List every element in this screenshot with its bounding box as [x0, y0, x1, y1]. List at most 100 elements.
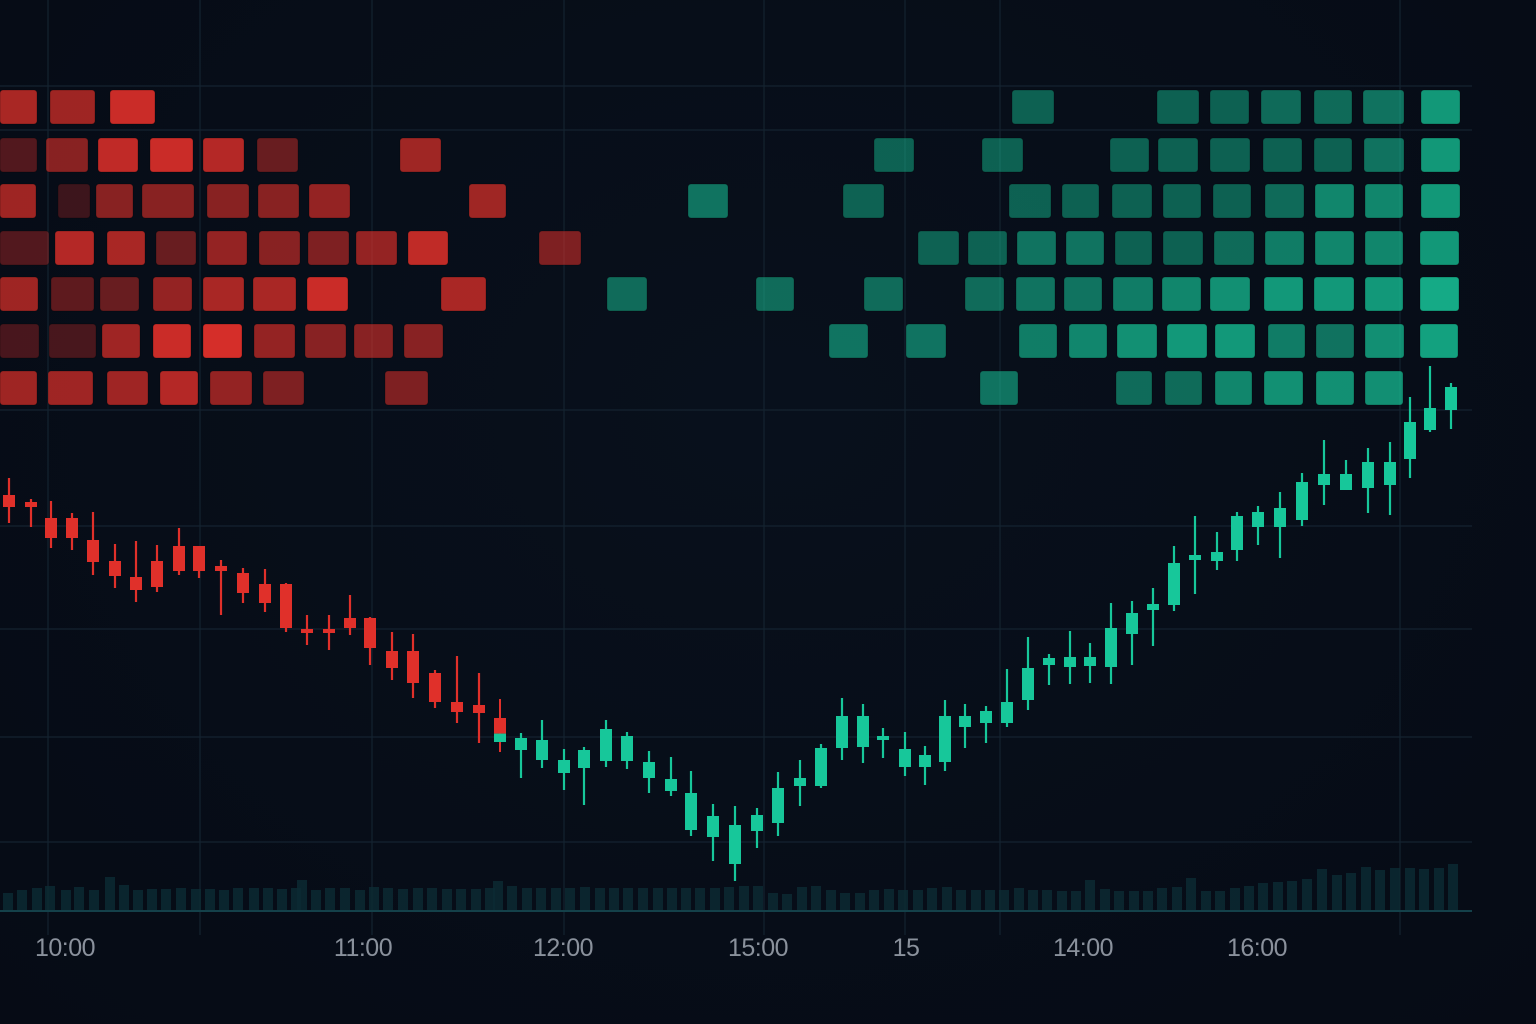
- volume-bar: [17, 890, 27, 910]
- heat-block-green: [1164, 370, 1203, 406]
- volume-bar: [1085, 880, 1095, 910]
- volume-bar: [551, 888, 561, 910]
- heat-block-red: [57, 183, 91, 219]
- candle-body-bearish: [193, 546, 205, 571]
- volume-bar: [739, 886, 749, 910]
- heat-block-red: [253, 323, 296, 359]
- heat-block-green: [1263, 370, 1304, 406]
- candle-body-bullish: [665, 779, 677, 791]
- candle-body-bearish: [473, 705, 485, 713]
- heat-block-red: [149, 137, 194, 173]
- volume-bar: [383, 888, 393, 910]
- heat-block-green: [1011, 89, 1055, 125]
- volume-bar: [277, 889, 287, 910]
- volume-bar: [1273, 882, 1283, 910]
- volume-bar: [369, 887, 379, 910]
- volume-bar: [522, 888, 532, 910]
- heat-block-green: [979, 370, 1019, 406]
- volume-bar: [609, 888, 619, 910]
- heat-block-green: [1364, 230, 1404, 266]
- heat-block-red: [206, 183, 250, 219]
- x-tick-label: 16:00: [1226, 934, 1288, 962]
- volume-bar: [1014, 888, 1024, 910]
- heat-block-green: [964, 276, 1005, 312]
- volume-bar: [898, 890, 908, 910]
- heat-block-green: [1162, 230, 1204, 266]
- heat-block-red: [252, 276, 297, 312]
- volume-bar: [507, 886, 517, 910]
- volume-bar: [999, 890, 1009, 910]
- candle-body-bullish: [621, 736, 633, 761]
- volume-bar: [565, 888, 575, 910]
- candle-body-bullish: [899, 749, 911, 767]
- grid-lines: [0, 0, 1472, 935]
- heat-block-green: [1068, 323, 1108, 359]
- candle-body-bullish: [939, 716, 951, 762]
- volume-bar: [442, 889, 452, 910]
- volume-bar: [971, 890, 981, 910]
- volume-bar: [249, 888, 259, 910]
- candle-body-bullish: [685, 793, 697, 830]
- volume-bar: [291, 888, 301, 910]
- candle-body-bullish: [1252, 512, 1264, 527]
- heat-block-green: [1314, 230, 1355, 266]
- candle-body-bearish: [259, 584, 271, 603]
- candle-body-bearish: [280, 584, 292, 628]
- heat-block-red: [538, 230, 582, 266]
- candle-body-bearish: [25, 502, 37, 507]
- heat-block-green: [1313, 137, 1353, 173]
- volume-bar: [1346, 873, 1356, 910]
- heat-block-green: [1420, 183, 1461, 219]
- candle-body-bullish: [1211, 552, 1223, 561]
- heat-block-red: [152, 323, 192, 359]
- volume-bar: [105, 877, 115, 910]
- candle-body-bearish: [173, 546, 185, 571]
- candle-body-bearish: [323, 629, 335, 633]
- heat-block-green: [1364, 276, 1404, 312]
- heat-block-red: [106, 230, 146, 266]
- candle-body-bullish: [1126, 613, 1138, 634]
- heat-block-green: [828, 323, 869, 359]
- volume-bar: [768, 893, 778, 910]
- volume-bar: [1287, 881, 1297, 910]
- volume-bar: [427, 888, 437, 910]
- heat-block-green: [1313, 276, 1355, 312]
- volume-bar: [695, 888, 705, 910]
- heat-block-red: [209, 370, 253, 406]
- heat-block-green: [1262, 137, 1303, 173]
- candle-body-bullish: [980, 711, 992, 723]
- heat-block-green: [842, 183, 885, 219]
- candle-body-bullish: [1022, 668, 1034, 700]
- heat-block-red: [106, 370, 149, 406]
- heat-block-red: [440, 276, 487, 312]
- candle-body-bearish: [66, 518, 78, 538]
- heat-block-red: [403, 323, 444, 359]
- volume-bar: [32, 888, 42, 910]
- candle-body-bullish: [1340, 474, 1352, 490]
- heat-block-green: [1166, 323, 1208, 359]
- heat-block-green: [1008, 183, 1052, 219]
- candle-body-bullish: [1445, 387, 1457, 410]
- volume-bar: [119, 885, 129, 910]
- heat-block-red: [399, 137, 442, 173]
- volume-bar: [1172, 887, 1182, 910]
- heat-block-green: [1065, 230, 1105, 266]
- volume-bar: [3, 893, 13, 910]
- volume-bar: [297, 880, 307, 910]
- candle-body-bearish: [151, 561, 163, 587]
- volume-bar: [311, 890, 321, 910]
- heat-block-red: [47, 370, 94, 406]
- volume-bar: [956, 890, 966, 910]
- candle-body-bullish: [1231, 516, 1243, 550]
- heat-block-green: [1214, 323, 1256, 359]
- heat-block-green: [1314, 183, 1355, 219]
- candle-body-bearish: [130, 577, 142, 590]
- heat-block-red: [45, 137, 89, 173]
- heat-block-red: [49, 89, 96, 125]
- heat-block-green: [606, 276, 648, 312]
- candle-body-bullish: [1084, 657, 1096, 666]
- candle-body-bullish: [1189, 555, 1201, 560]
- candle-body-bullish: [643, 762, 655, 778]
- volume-bar: [855, 893, 865, 910]
